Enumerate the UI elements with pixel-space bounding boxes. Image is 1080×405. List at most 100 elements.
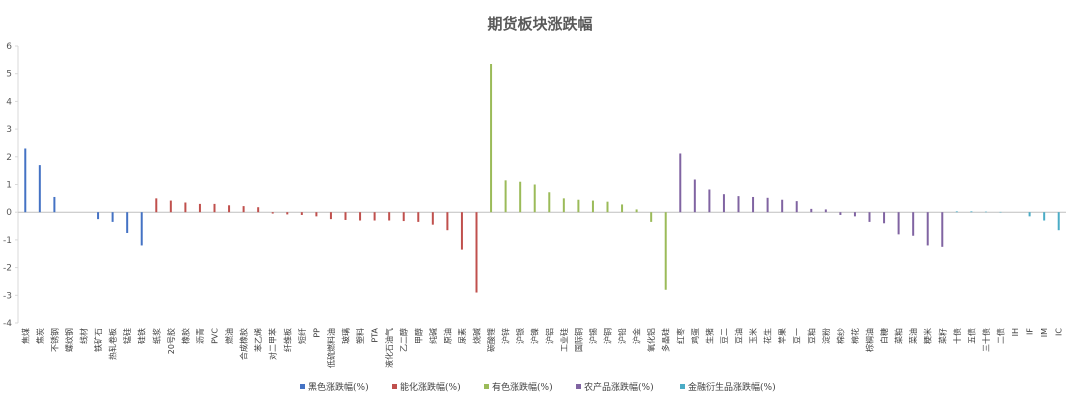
x-tick-label: 鸡蛋 (690, 328, 700, 344)
x-tick-label: 棉纱 (835, 328, 845, 344)
x-tick-label: 十债 (952, 328, 962, 344)
bar-20号胶 (169, 200, 172, 213)
bar-豆粕 (810, 208, 813, 213)
y-tick-label: 3 (6, 125, 12, 135)
bar-IC (1057, 212, 1060, 231)
bar-IM (1043, 212, 1046, 221)
bar-三十债 (984, 211, 987, 213)
bar-棕榈油 (868, 212, 871, 222)
bar-国际铜 (577, 199, 580, 213)
x-tick-label: 氧化铝 (646, 328, 656, 352)
x-tick-label: 二债 (996, 328, 1006, 344)
x-tick-label: 豆粕 (806, 328, 816, 344)
x-tick-label: 对二甲苯 (268, 328, 278, 360)
bar-纯碱 (431, 212, 434, 225)
bar-沪镍 (533, 184, 536, 213)
x-tick-label: 三十债 (981, 328, 991, 352)
x-tick-label: 螺纹钢 (64, 328, 74, 352)
x-tick-label: 纯碱 (428, 328, 438, 344)
bar-棉花 (853, 212, 856, 217)
x-tick-label: 国际铜 (573, 328, 583, 352)
x-tick-label: 玉米 (748, 328, 758, 344)
bar-十债 (955, 211, 958, 213)
x-tick-label: 原油 (442, 328, 452, 344)
legend-label: 能化涨跌幅(%) (400, 381, 461, 393)
bar-白糖 (883, 212, 886, 224)
x-tick-label: 烧碱 (472, 328, 482, 344)
x-tick-label: 沪镍 (530, 328, 540, 344)
bar-纸浆 (155, 198, 158, 213)
legend: 黑色涨跌幅(%) 能化涨跌幅(%) 有色涨跌幅(%) 农产品涨跌幅(%) 金融衍生品涨跌… (300, 381, 776, 393)
bar-烧碱 (475, 212, 478, 293)
y-tick-label: -3 (3, 291, 12, 301)
bar-焦煤 (24, 148, 27, 213)
legend-swatch (680, 384, 685, 389)
bar-苹果 (781, 199, 784, 213)
x-tick-label: 花生 (763, 328, 773, 344)
x-tick-label: 五债 (966, 328, 976, 344)
bar-尿素 (460, 212, 463, 250)
x-tick-label: 豆油 (734, 328, 744, 344)
bar-豆一 (795, 201, 798, 213)
x-tick-label: 乙二醇 (399, 328, 409, 352)
x-axis-labels: 焦煤 焦炭 不锈钢 螺纹钢 线材 铁矿石 热轧卷板 锰硅 硅铁 纸浆 20号胶 橡胶 沥青 PVC 燃油 合成… (20, 327, 1063, 368)
x-tick-label: 沪铝 (544, 328, 554, 344)
x-tick-label: 20号胶 (166, 328, 176, 354)
bar-沪铅 (621, 204, 624, 213)
x-tick-label: 菜油 (908, 328, 918, 344)
x-tick-label: 不锈钢 (49, 328, 59, 352)
bar-锰硅 (126, 212, 129, 233)
x-tick-label: 沪铅 (617, 328, 627, 344)
y-tick-label: 5 (6, 70, 12, 80)
bar-工业硅 (562, 198, 565, 213)
bar-塑料 (359, 212, 362, 221)
bar-甲醇 (417, 212, 420, 222)
bar-原油 (446, 212, 449, 231)
x-tick-label: 液化石油气 (384, 328, 394, 368)
x-tick-label: 生猪 (704, 328, 714, 344)
bar-橡胶 (184, 202, 187, 213)
x-tick-label: 沪锌 (501, 328, 511, 344)
bar-IF (1028, 212, 1031, 217)
x-tick-label: 沪锡 (588, 328, 598, 344)
bar-沪铝 (548, 192, 551, 213)
bar-低硫燃料油 (329, 212, 332, 220)
x-tick-label: IH (1011, 328, 1020, 336)
x-tick-label: IC (1055, 328, 1064, 336)
x-tick-label: 苹果 (777, 328, 787, 344)
bar-沪铜 (606, 201, 609, 213)
legend-swatch (576, 384, 581, 389)
bar-沪锌 (504, 180, 507, 213)
x-tick-label: PVC (211, 328, 220, 344)
y-tick-label: -2 (3, 264, 12, 274)
chart-title: 期货板块涨跌幅 (487, 15, 592, 33)
y-tick-label: 0 (6, 208, 12, 218)
bar-短纤 (300, 212, 303, 215)
x-tick-label: 红枣 (675, 328, 685, 344)
x-tick-label: 低硫燃料油 (326, 328, 336, 368)
bar-鸡蛋 (693, 179, 696, 213)
bar-乙二醇 (402, 212, 405, 222)
x-tick-label: 硅铁 (137, 328, 147, 344)
x-tick-label: 短纤 (297, 328, 307, 344)
x-tick-label: PP (312, 328, 321, 338)
bar-玉米 (752, 196, 755, 213)
bar-燃油 (228, 205, 231, 213)
bar-菜粕 (897, 212, 900, 235)
x-tick-label: 热轧卷板 (108, 328, 118, 360)
bar-二债 (999, 211, 1002, 213)
x-tick-label: 纸浆 (151, 328, 161, 344)
bar-淀粉 (824, 209, 827, 213)
x-tick-label: 锰硅 (122, 328, 132, 344)
bar-沪金 (635, 209, 638, 213)
x-tick-label: 纤维板 (282, 328, 292, 352)
x-tick-label: 粳米 (923, 328, 933, 344)
y-tick-label: 4 (6, 97, 12, 107)
bar-合成橡胶 (242, 206, 245, 213)
x-tick-label: 铁矿石 (93, 328, 103, 352)
y-tick-label: 1 (6, 181, 12, 191)
x-tick-label: 淀粉 (821, 328, 831, 344)
bar-硅铁 (140, 212, 143, 246)
bar-生猪 (708, 189, 711, 213)
